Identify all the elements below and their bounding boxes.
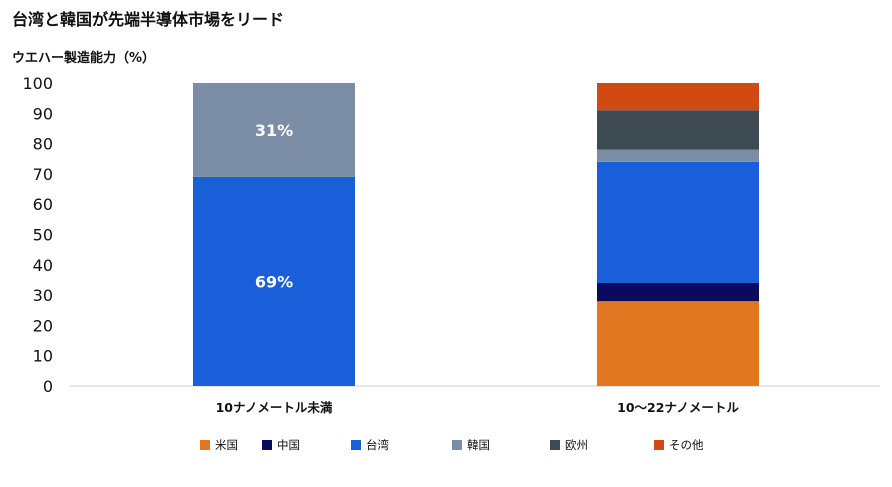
y-tick-label: 90 <box>33 104 53 123</box>
legend-label: その他 <box>669 438 704 452</box>
y-tick-label: 70 <box>33 165 53 184</box>
x-category-label: 10ナノメートル未満 <box>216 400 333 415</box>
data-label: 31% <box>255 121 293 140</box>
legend-swatch <box>452 440 462 450</box>
y-tick-label: 80 <box>33 135 53 154</box>
y-tick-label: 10 <box>33 347 53 366</box>
y-tick-label: 50 <box>33 226 53 245</box>
bar-segment <box>193 176 355 386</box>
legend-label: 欧州 <box>565 438 588 452</box>
bar-segment <box>597 161 759 283</box>
legend-item: 米国 <box>200 437 238 453</box>
y-axis-ticks: 0 10 20 30 40 50 60 70 80 90 100 <box>22 74 53 396</box>
y-tick-label: 30 <box>33 286 53 305</box>
bar-segment <box>597 83 759 111</box>
chart-title: 台湾と韓国が先端半導体市場をリード <box>12 10 285 29</box>
y-tick-label: 100 <box>22 74 53 93</box>
y-tick-label: 60 <box>33 195 53 214</box>
legend-label: 中国 <box>277 438 300 452</box>
legend-label: 台湾 <box>366 438 389 452</box>
y-tick-label: 40 <box>33 256 53 275</box>
y-axis-label: ウエハー製造能力（%） <box>12 51 156 66</box>
legend-label: 韓国 <box>467 438 490 452</box>
legend-item: 欧州 <box>550 437 588 453</box>
legend-swatch <box>550 440 560 450</box>
x-category-label: 10〜22ナノメートル <box>617 400 739 415</box>
bar-segment <box>597 301 759 386</box>
y-tick-label: 0 <box>43 377 53 396</box>
bar-segment <box>193 83 355 177</box>
legend-item: 中国 <box>262 437 300 453</box>
bar-segment <box>597 110 759 150</box>
bar-segments <box>193 83 759 386</box>
legend-swatch <box>654 440 664 450</box>
data-labels: 69% 31% <box>255 121 293 292</box>
legend: 米国 中国 台湾 韓国 欧州 その他 <box>200 437 760 455</box>
legend-swatch <box>351 440 361 450</box>
legend-item: その他 <box>654 437 704 453</box>
legend-item: 韓国 <box>452 437 490 453</box>
y-tick-label: 20 <box>33 316 53 335</box>
bar-segment <box>597 282 759 302</box>
data-label: 69% <box>255 272 293 291</box>
legend-swatch <box>200 440 210 450</box>
legend-swatch <box>262 440 272 450</box>
category-labels: 10ナノメートル未満 10〜22ナノメートル <box>216 400 740 415</box>
bar-segment <box>597 149 759 162</box>
legend-label: 米国 <box>215 438 238 452</box>
legend-item: 台湾 <box>351 437 389 453</box>
